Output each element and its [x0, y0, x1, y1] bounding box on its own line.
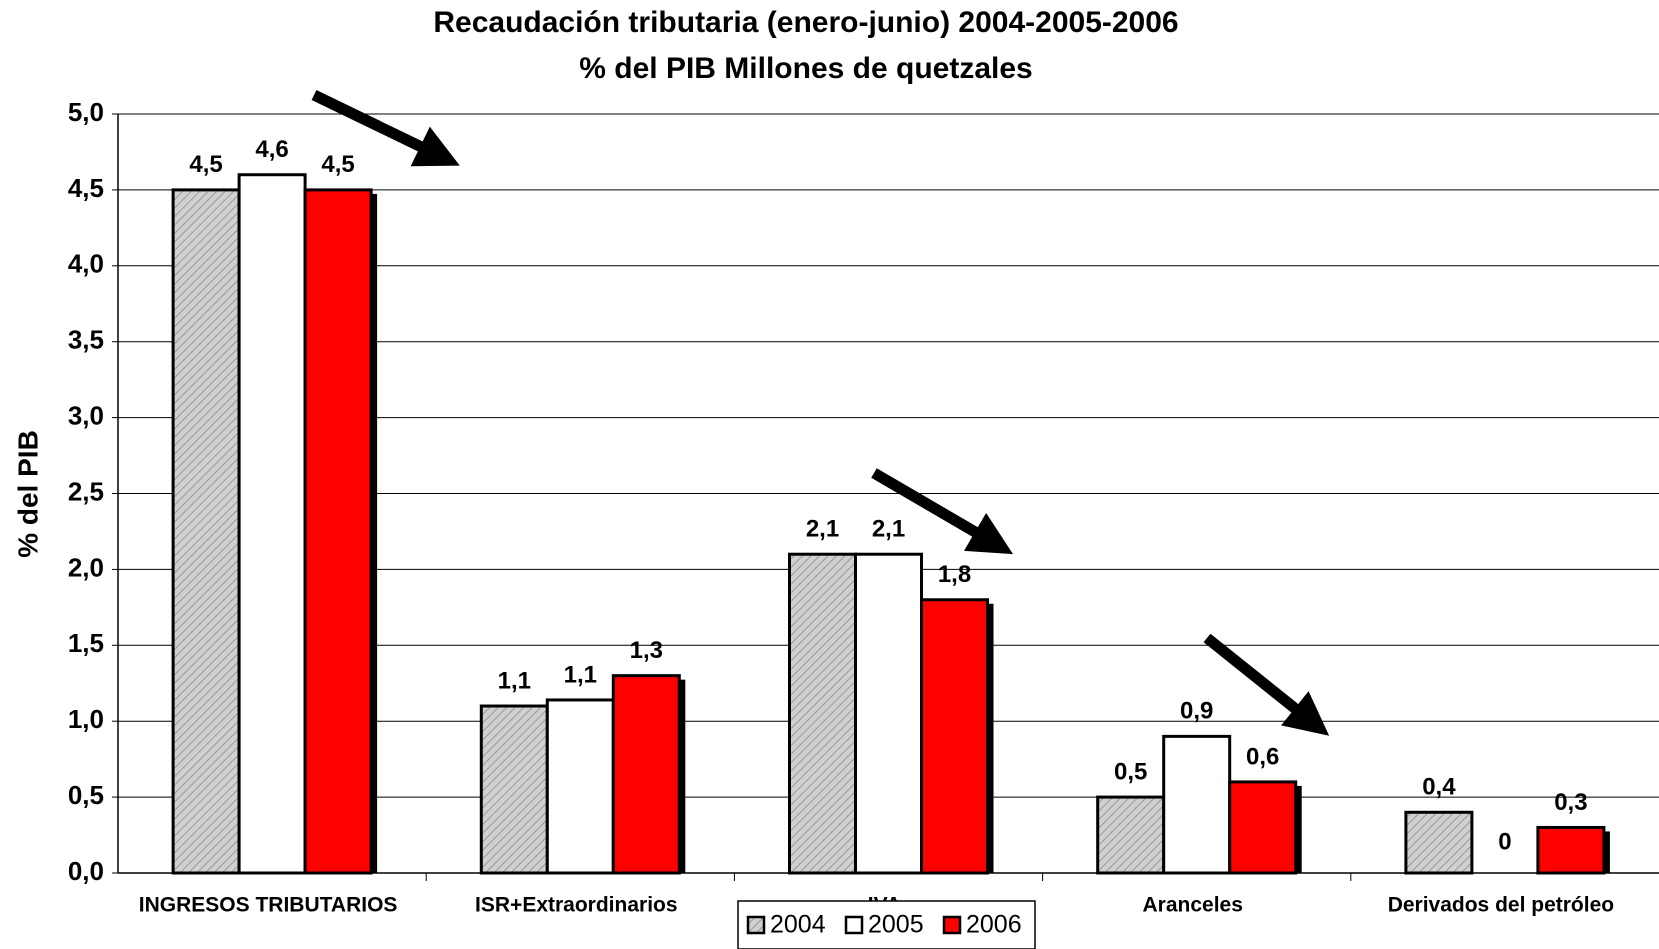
x-tick-label: INGRESOS TRIBUTARIOS: [139, 894, 398, 917]
bar: [920, 598, 989, 875]
bar: [611, 674, 681, 875]
chart-subtitle: % del PIB Millones de quetzales: [579, 52, 1032, 85]
legend-swatch: [942, 915, 962, 935]
x-tick-label: ISR+Extraordinarios: [475, 894, 677, 917]
bar: [303, 188, 373, 875]
y-tick-label: 5,0: [68, 97, 104, 127]
value-label: 1,3: [630, 637, 663, 664]
chart-title: Recaudación tributaria (enero-junio) 200…: [433, 6, 1178, 39]
value-label: 1,8: [938, 561, 971, 588]
x-tick-label: Aranceles: [1142, 894, 1242, 917]
bar: [237, 173, 307, 875]
value-label: 1,1: [498, 667, 531, 694]
y-tick-label: 0,0: [68, 856, 104, 886]
x-tick-label: Derivados del petróleo: [1388, 894, 1614, 917]
bar: [171, 188, 241, 875]
y-tick-label: 0,5: [68, 780, 104, 810]
legend-box: [737, 900, 1036, 949]
value-label: 0,6: [1246, 743, 1279, 770]
value-label: 1,1: [564, 661, 597, 688]
value-label: 2,1: [872, 516, 905, 543]
bar: [1096, 795, 1166, 875]
legend-label: 2005: [868, 911, 924, 939]
y-tick-label: 1,5: [68, 628, 104, 658]
bar: [788, 552, 857, 875]
value-label: 4,6: [255, 136, 288, 163]
bar: [545, 698, 615, 875]
arrows: [311, 90, 1330, 736]
bar: [479, 704, 549, 875]
bar: [1162, 734, 1232, 875]
bar: [1404, 810, 1474, 875]
y-axis-label: % del PIB: [12, 430, 43, 558]
legend-swatch: [746, 915, 766, 935]
bar: [1536, 825, 1606, 875]
value-label: 0: [1498, 828, 1511, 855]
bar: [1228, 780, 1298, 875]
value-label: 4,5: [321, 151, 354, 178]
arrow: [871, 468, 1014, 555]
legend-label: 2004: [770, 911, 826, 939]
legend-swatch: [844, 915, 864, 935]
y-tick-label: 3,5: [68, 325, 104, 355]
y-tick-label: 4,5: [68, 173, 104, 203]
value-label: 0,9: [1180, 698, 1213, 725]
value-label: 2,1: [806, 516, 839, 543]
y-tick-label: 1,0: [68, 704, 104, 734]
value-label: 0,5: [1114, 758, 1147, 785]
bar: [854, 552, 923, 875]
y-tick-label: 4,0: [68, 249, 104, 279]
y-tick-label: 2,0: [68, 552, 104, 582]
arrow: [311, 90, 460, 167]
value-label: 4,5: [189, 151, 222, 178]
value-label: 0,3: [1554, 789, 1587, 816]
y-tick-label: 3,0: [68, 400, 104, 430]
arrow: [1203, 633, 1330, 736]
value-label: 0,4: [1422, 774, 1456, 801]
legend-label: 2006: [966, 911, 1022, 939]
y-tick-label: 2,5: [68, 476, 104, 506]
